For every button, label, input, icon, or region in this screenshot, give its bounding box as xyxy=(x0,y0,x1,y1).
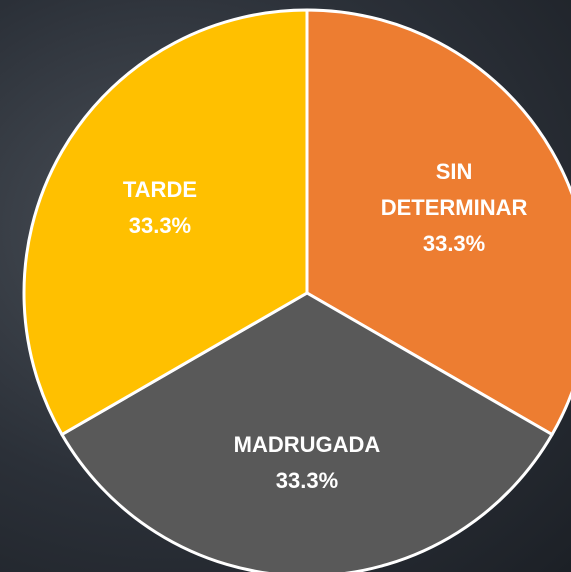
slice-label: MADRUGADA 33.3% xyxy=(222,427,392,499)
pie-slice xyxy=(305,8,571,436)
slice-label: TARDE 33.3% xyxy=(75,172,245,244)
value-label: 33.3% xyxy=(128,213,192,239)
value-label: 33.3% xyxy=(275,467,339,493)
category-label: SIN DETERMINAR xyxy=(380,159,528,221)
value-label: 33.3% xyxy=(422,231,486,257)
category-label: TARDE xyxy=(122,177,198,203)
pie-slice xyxy=(22,8,309,436)
slice-label: SIN DETERMINAR 33.3% xyxy=(369,154,539,262)
category-label: MADRUGADA xyxy=(233,431,381,457)
pie-slice xyxy=(60,291,554,572)
